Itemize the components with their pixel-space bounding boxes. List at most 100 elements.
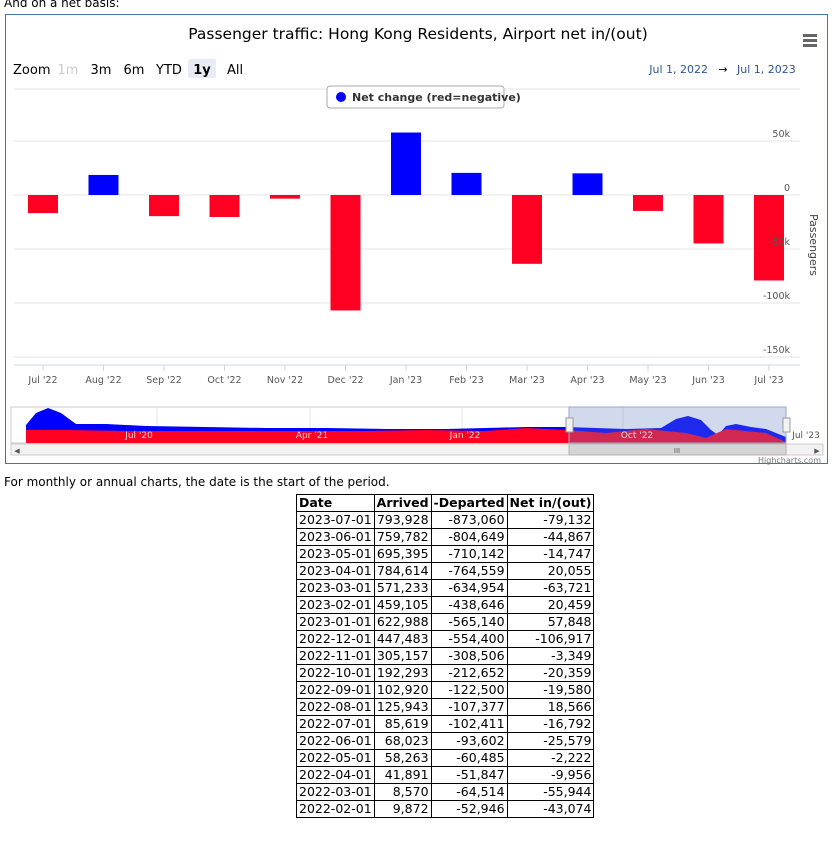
bar-7[interactable] [451, 172, 482, 195]
table-cell: -19,580 [506, 681, 595, 699]
bar-11[interactable] [693, 195, 724, 244]
x-tick-label: May '23 [629, 375, 666, 386]
bar-5[interactable] [330, 195, 361, 311]
table-cell: 622,988 [373, 613, 432, 631]
table-cell: 2022-06-01 [296, 732, 375, 750]
table-row: 2023-07-01 793,928 -873,060 -79,132 [296, 511, 595, 529]
chart-title: Passenger traffic: Hong Kong Residents, … [188, 25, 648, 43]
table-cell: -9,956 [506, 766, 595, 784]
bar-3[interactable] [209, 195, 240, 217]
table-cell: -102,411 [430, 715, 508, 733]
range-button-6m[interactable]: 6m [124, 63, 145, 78]
x-tick-label: Dec '22 [327, 375, 363, 386]
x-tick-label: Nov '22 [267, 375, 303, 386]
range-arrow: → [718, 63, 727, 76]
range-button-1y[interactable]: 1y [188, 59, 216, 78]
bar-4[interactable] [270, 195, 300, 199]
table-cell: -308,506 [430, 647, 508, 665]
range-button-all[interactable]: All [227, 63, 243, 78]
bar-8[interactable] [512, 195, 542, 264]
navigator[interactable]: Jul '20 Apr '21 Jan '22 Oct '22 Jul '23 [10, 406, 820, 444]
table-cell: 2023-01-01 [296, 613, 375, 631]
table-cell: -60,485 [430, 749, 508, 767]
navigator-labels: Jul '20 Apr '21 Jan '22 Oct '22 Jul '23 [124, 431, 820, 441]
table-cell: 2022-09-01 [296, 681, 375, 699]
table-cell: 695,395 [373, 545, 432, 563]
table-row: 2022-07-01 85,619 -102,411 -16,792 [296, 715, 595, 733]
scroll-left-arrow-icon[interactable]: ◀ [14, 447, 20, 455]
scrollbar[interactable]: III ◀ ▶ [10, 443, 824, 456]
range-button-label: All [227, 63, 243, 78]
table-cell: -44,867 [506, 528, 595, 546]
table-header-row: Date Arrived -Departed Net in/(out) [296, 494, 595, 512]
x-tick-label: Jan '23 [389, 375, 422, 386]
legend[interactable]: Net change (red=negative) [326, 85, 521, 109]
data-table: Date Arrived -Departed Net in/(out) 2023-07… [296, 494, 595, 818]
table-row: 2023-01-01 622,988 -565,140 57,848 [296, 613, 595, 631]
table-row: 2022-04-01 41,891 -51,847 -9,956 [296, 766, 595, 784]
scroll-right-arrow-icon[interactable]: ▶ [814, 447, 820, 455]
y-tick-label: 0 [784, 183, 790, 194]
table-cell: 20,459 [506, 596, 595, 614]
x-tick-label: Oct '22 [207, 375, 241, 386]
table-cell: 85,619 [373, 715, 432, 733]
range-button-1m: 1m [58, 63, 79, 78]
legend-label: Net change (red=negative) [352, 91, 521, 104]
x-tick-label: Feb '23 [449, 375, 484, 386]
bar-12[interactable] [754, 195, 784, 281]
table-cell: -43,074 [506, 800, 595, 818]
table-row: 2022-08-01 125,943 -107,377 18,566 [296, 698, 595, 716]
zoom-label: Zoom [13, 63, 50, 78]
table-cell: 18,566 [506, 698, 595, 716]
table-cell: 41,891 [373, 766, 432, 784]
table-row: 2022-10-01 192,293 -212,652 -20,359 [296, 664, 595, 682]
x-tick-label: Jul '23 [753, 375, 783, 386]
menu-icon[interactable] [796, 29, 820, 51]
table-cell: 759,782 [373, 528, 432, 546]
range-to-date[interactable]: Jul 1, 2023 [736, 63, 796, 76]
table-cell: -25,579 [506, 732, 595, 750]
table-cell: 2022-10-01 [296, 664, 375, 682]
bar-6[interactable] [391, 132, 421, 195]
scrollbar-thumb[interactable] [568, 443, 787, 456]
chart-svg: Passenger traffic: Hong Kong Residents, … [10, 25, 824, 465]
table-row: 2022-11-01 305,157 -308,506 -3,349 [296, 647, 595, 665]
table-cell: 2022-11-01 [296, 647, 375, 665]
table-cell: -565,140 [430, 613, 508, 631]
credits-link[interactable]: Highcharts.com [758, 456, 821, 465]
table-header-cell: Date [296, 494, 375, 512]
table-cell: 8,570 [373, 783, 432, 801]
navigator-series-negative [26, 428, 786, 443]
scrollbar-grip-icon: III [674, 447, 680, 455]
range-button-ytd[interactable]: YTD [155, 63, 182, 78]
table-cell: 2023-03-01 [296, 579, 375, 597]
table-row: 2023-04-01 784,614 -764,559 20,055 [296, 562, 595, 580]
bar-2[interactable] [149, 195, 179, 217]
bar-0[interactable] [28, 195, 58, 214]
table-cell: 2022-03-01 [296, 783, 375, 801]
x-tick-label: Apr '23 [570, 375, 604, 386]
navigator-handle-left[interactable] [565, 417, 574, 433]
bar-1[interactable] [88, 174, 119, 195]
bar-10[interactable] [633, 195, 663, 211]
range-button-3m[interactable]: 3m [91, 63, 112, 78]
navigator-selected-range[interactable] [568, 406, 787, 444]
table-cell: 125,943 [373, 698, 432, 716]
table-row: 2023-05-01 695,395 -710,142 -14,747 [296, 545, 595, 563]
table-cell: -16,792 [506, 715, 595, 733]
table-cell: 784,614 [373, 562, 432, 580]
navigator-handle-right[interactable] [782, 417, 791, 433]
table-cell: 305,157 [373, 647, 432, 665]
range-from-date[interactable]: Jul 1, 2022 [648, 63, 708, 76]
table-cell: -710,142 [430, 545, 508, 563]
table-cell: 9,872 [373, 800, 432, 818]
bar-9[interactable] [572, 173, 603, 195]
table-cell: -107,377 [430, 698, 508, 716]
range-button-label: 6m [124, 63, 145, 78]
grid-lines [14, 88, 800, 358]
navigator-label: Apr '21 [296, 431, 328, 441]
table-header-cell: -Departed [430, 494, 508, 512]
navigator-label: Jul '20 [124, 431, 153, 441]
table-body: 2023-07-01 793,928 -873,060 -79,132 2023-06-… [296, 511, 595, 818]
caption-text: For monthly or annual charts, the date i… [4, 475, 390, 489]
